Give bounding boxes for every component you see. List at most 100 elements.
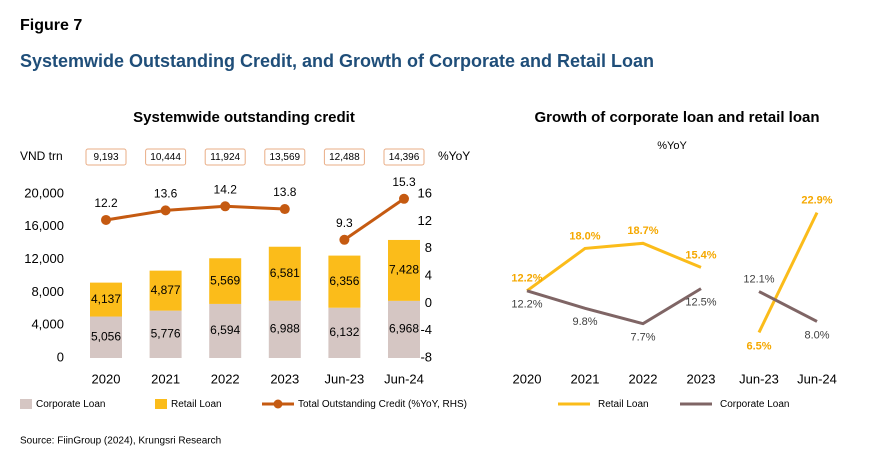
legend-label: Retail Loan xyxy=(598,399,649,410)
total-box xyxy=(323,148,365,166)
source: Source: FiinGroup (2024), Krungsri Resea… xyxy=(20,436,221,447)
legend-label: Retail Loan xyxy=(171,399,222,410)
y-tick-label: 20,000 xyxy=(24,185,64,200)
y2-tick-label: -4 xyxy=(420,322,432,337)
bar-label: 6,988 xyxy=(270,322,300,336)
y-tick-label: 8,000 xyxy=(31,284,64,299)
total-label: 12,488 xyxy=(329,152,360,163)
line xyxy=(343,197,405,242)
total-label: 11,924 xyxy=(210,152,240,163)
bar-segment xyxy=(90,282,122,317)
line-label: 9.3 xyxy=(336,216,353,230)
legend-label: Corporate Loan xyxy=(36,399,106,410)
line-marker xyxy=(279,204,290,215)
y-tick-label: 12,000 xyxy=(24,251,64,266)
bar-segment xyxy=(388,300,420,358)
bar-segment xyxy=(388,239,420,301)
data-label: 15.4% xyxy=(685,249,716,261)
total-box xyxy=(85,148,127,166)
data-label: 7.7% xyxy=(630,332,655,344)
total-label: 10,444 xyxy=(150,152,181,163)
legend-swatch xyxy=(273,399,283,409)
y-axis-label: VND trn xyxy=(20,149,63,163)
line-marker xyxy=(399,193,409,204)
data-label: 12.1% xyxy=(743,273,774,285)
data-label: 6.5% xyxy=(746,340,771,352)
y2-tick-label: 16 xyxy=(418,185,432,200)
data-label: 12.2% xyxy=(511,299,542,311)
data-label: 18.7% xyxy=(627,225,658,237)
data-label: 12.5% xyxy=(685,297,716,309)
data-label: 12.2% xyxy=(511,273,542,285)
bar-label: 6,132 xyxy=(329,325,359,339)
y2-tick-label: 8 xyxy=(425,240,432,255)
line-label: 12.2 xyxy=(94,196,118,210)
y-tick-label: 0 xyxy=(57,349,64,364)
total-label: 14,396 xyxy=(389,152,420,163)
bar-segment xyxy=(268,246,301,301)
line-label: 13.6 xyxy=(154,187,178,201)
x-tick-label: 2021 xyxy=(571,371,600,386)
y2-axis-label: %YoY xyxy=(438,149,470,163)
y-axis-label: %YoY xyxy=(657,140,687,152)
data-label: 22.9% xyxy=(801,195,832,207)
legend-swatch xyxy=(155,399,167,409)
x-tick-label: Jun-24 xyxy=(384,371,424,386)
x-tick-label: 2020 xyxy=(92,371,121,386)
bar-label: 6,594 xyxy=(210,323,240,337)
data-label: 18.0% xyxy=(569,230,600,242)
x-tick-label: 2022 xyxy=(629,371,658,386)
bar-segment xyxy=(209,258,242,304)
line-marker xyxy=(339,234,350,245)
bar-label: 4,137 xyxy=(91,292,121,306)
bar-label: 5,569 xyxy=(210,273,240,287)
line-label: 14.2 xyxy=(214,182,238,196)
data-label: 8.0% xyxy=(804,329,829,341)
bar-label: 7,428 xyxy=(389,263,419,277)
bar-label: 4,877 xyxy=(151,283,181,297)
y2-tick-label: 4 xyxy=(425,267,432,282)
y2-tick-label: 12 xyxy=(418,213,432,228)
chart-title: Systemwide outstanding credit xyxy=(133,109,355,126)
x-tick-label: 2023 xyxy=(687,371,716,386)
total-label: 9,193 xyxy=(93,152,118,163)
bar-segment xyxy=(209,303,242,358)
bar-label: 6,581 xyxy=(270,266,300,280)
figure-label: Figure 7 xyxy=(20,17,82,34)
bar-label: 6,968 xyxy=(389,322,419,336)
line xyxy=(526,287,702,326)
line xyxy=(758,290,818,323)
line-marker xyxy=(220,201,231,212)
line xyxy=(757,211,819,334)
x-tick-label: 2021 xyxy=(151,371,180,386)
total-box xyxy=(264,148,306,166)
data-label: 9.8% xyxy=(572,316,597,328)
line-label: 15.3 xyxy=(392,175,416,189)
y2-tick-label: -8 xyxy=(420,349,432,364)
line-marker xyxy=(101,214,111,225)
line xyxy=(105,204,285,222)
bar-segment xyxy=(149,310,182,358)
chart-title: Growth of corporate loan and retail loan xyxy=(534,109,819,126)
x-tick-label: Jun-23 xyxy=(325,371,365,386)
y2-tick-label: 0 xyxy=(425,295,432,310)
bar-label: 5,776 xyxy=(151,326,181,340)
y-tick-label: 4,000 xyxy=(31,317,64,332)
bar-label: 5,056 xyxy=(91,329,121,343)
bar-segment xyxy=(149,270,182,311)
legend-label: Total Outstanding Credit (%YoY, RHS) xyxy=(298,399,467,410)
total-box xyxy=(145,148,187,166)
total-box xyxy=(204,148,246,166)
bar-label: 6,356 xyxy=(329,274,359,288)
bar-segment xyxy=(328,307,361,358)
x-tick-label: 2022 xyxy=(211,371,240,386)
total-label: 13,569 xyxy=(270,152,301,163)
bar-segment xyxy=(90,316,122,358)
line xyxy=(526,241,702,293)
line-label: 13.8 xyxy=(273,185,297,199)
total-box xyxy=(383,148,425,166)
x-tick-label: 2023 xyxy=(270,371,299,386)
bar-segment xyxy=(328,255,361,308)
y-tick-label: 16,000 xyxy=(24,218,64,233)
